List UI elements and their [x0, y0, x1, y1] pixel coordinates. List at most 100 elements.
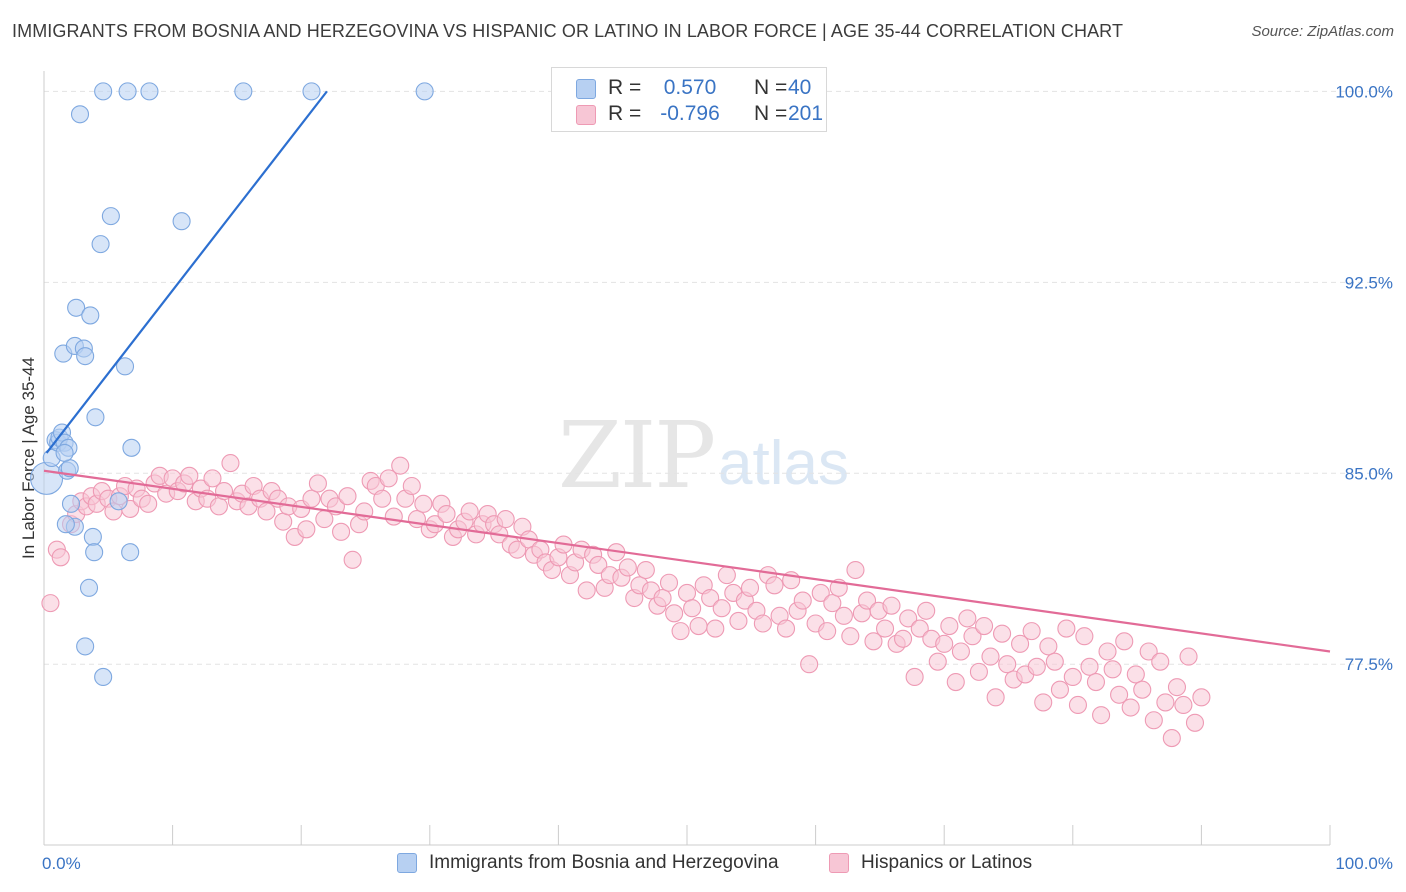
hispanic-point: [1115, 632, 1134, 651]
hispanic-point: [841, 627, 860, 646]
bosnia-point: [79, 578, 99, 597]
hispanic-point: [818, 622, 837, 641]
legend-r-label: R =: [608, 102, 642, 125]
legend-n-value: 201: [788, 102, 824, 125]
hispanic-point: [1027, 657, 1046, 676]
legend-r-value: 0.570: [663, 76, 717, 99]
hispanic-point: [857, 591, 877, 610]
bosnia-point: [234, 82, 253, 101]
hispanic-point: [1139, 642, 1158, 661]
hispanic-point: [986, 688, 1005, 707]
y-tick-label: 92.5%: [1345, 273, 1393, 292]
x-tick-label: 0.0%: [42, 854, 81, 873]
y-tick-label: 77.5%: [1345, 655, 1393, 674]
bosnia-point: [140, 82, 159, 101]
hispanic-point: [717, 566, 736, 585]
legend-swatch-pink: [576, 105, 596, 125]
hispanic-point: [589, 555, 608, 574]
hispanic-point: [981, 647, 1000, 666]
hispanic-point: [577, 581, 596, 600]
hispanic-point: [753, 614, 772, 633]
hispanic-point: [1103, 660, 1122, 679]
hispanic-point: [1110, 685, 1129, 704]
hispanic-point: [203, 469, 222, 488]
hispanic-point: [373, 489, 392, 508]
bosnia-point: [85, 543, 104, 562]
watermark-atlas: atlas: [718, 429, 849, 498]
hispanic-point: [1174, 695, 1193, 715]
hispanic-point: [811, 583, 830, 602]
legend-r-label: R =: [608, 76, 642, 99]
hispanic-point: [1098, 642, 1117, 661]
hispanic-point: [1057, 619, 1076, 638]
hispanic-point: [496, 510, 515, 529]
legend-r-value: -0.796: [660, 102, 720, 125]
bottom-legend-swatch-pink: [829, 853, 849, 873]
hispanic-point: [41, 594, 60, 613]
legend-swatch-blue: [576, 79, 596, 99]
hispanic-point: [1068, 695, 1087, 715]
hispanic-point: [899, 609, 918, 628]
hispanic-point: [935, 634, 954, 653]
bosnia-point: [70, 105, 90, 124]
hispanic-point: [1192, 688, 1211, 707]
hispanic-point: [998, 655, 1017, 674]
hispanic-point: [793, 591, 812, 610]
bosnia-point: [61, 494, 81, 513]
hispanic-point: [437, 504, 456, 524]
hispanic-point: [508, 540, 527, 559]
bosnia-point: [55, 443, 74, 462]
hispanic-point: [701, 588, 720, 608]
hispanic-point: [653, 588, 672, 608]
hispanic-point: [402, 476, 421, 496]
legend-n-value: 40: [788, 76, 812, 99]
hispanic-point: [139, 494, 158, 513]
hispanic-point: [414, 494, 433, 513]
bosnia-point: [56, 515, 75, 534]
hispanic-point: [1151, 652, 1170, 671]
hispanic-point: [864, 632, 883, 651]
bosnia-point: [109, 492, 128, 511]
hispanic-point: [391, 456, 410, 475]
legend-n-label: N =: [754, 102, 788, 125]
bosnia-point: [76, 637, 95, 656]
hispanic-point: [297, 520, 316, 539]
hispanic-point: [332, 522, 351, 541]
hispanic-point: [671, 622, 690, 641]
y-tick-label: 85.0%: [1345, 464, 1393, 483]
hispanic-point: [1034, 693, 1053, 712]
hispanic-point: [343, 550, 362, 569]
hispanic-point: [1167, 678, 1187, 697]
bottom-legend-label: Hispanics or Latinos: [861, 852, 1033, 873]
bosnia-point: [94, 82, 113, 101]
hispanic-point: [928, 652, 947, 671]
bosnia-point: [302, 82, 321, 101]
hispanic-point: [969, 662, 988, 681]
hispanic-point: [379, 469, 398, 488]
chart-title: IMMIGRANTS FROM BOSNIA AND HERZEGOVINA V…: [12, 21, 1124, 41]
hispanic-point: [729, 611, 748, 630]
hispanic-point: [951, 642, 970, 661]
hispanic-point: [823, 594, 842, 613]
hispanic-point: [910, 619, 929, 638]
correlation-legend: R = 0.570 N = 40 R = -0.796 N = 201: [551, 67, 827, 132]
hispanic-point: [1162, 729, 1181, 748]
hispanic-point: [712, 599, 731, 618]
legend-n-label: N =: [754, 76, 788, 99]
hispanic-point: [740, 578, 760, 597]
hispanic-point: [1011, 634, 1030, 653]
bottom-legend-label: Immigrants from Bosnia and Herzegovina: [429, 852, 779, 873]
bosnia-point: [122, 438, 141, 457]
hispanic-point: [958, 609, 977, 628]
bottom-legend-swatch-blue: [397, 853, 417, 873]
bosnia-point: [172, 212, 191, 231]
hispanic-point: [460, 502, 479, 521]
y-tick-label: 100.0%: [1335, 82, 1393, 101]
hispanic-point: [1133, 680, 1152, 699]
bosnia-trend-line: [45, 90, 328, 454]
hispanic-trend-line: [43, 469, 1331, 653]
hispanic-point: [302, 489, 321, 508]
hispanic-point: [1144, 711, 1163, 730]
hispanic-point: [800, 655, 819, 674]
